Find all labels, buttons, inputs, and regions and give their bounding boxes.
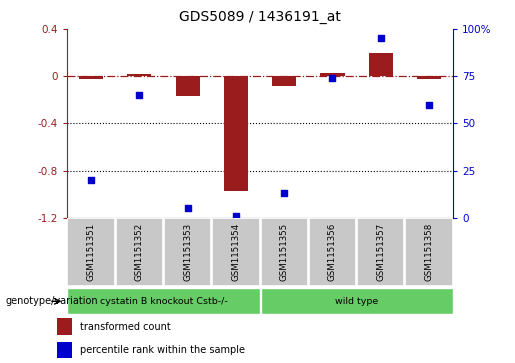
Point — [183, 205, 192, 211]
Text: cystatin B knockout Cstb-/-: cystatin B knockout Cstb-/- — [99, 297, 228, 306]
Bar — [67, 288, 260, 314]
Bar — [417, 76, 441, 78]
Text: genotype/variation: genotype/variation — [5, 296, 98, 306]
Text: GSM1151353: GSM1151353 — [183, 223, 192, 281]
Text: wild type: wild type — [335, 297, 378, 306]
Point — [87, 177, 95, 183]
Text: GSM1151358: GSM1151358 — [424, 223, 434, 281]
Text: GSM1151351: GSM1151351 — [87, 223, 96, 281]
Bar — [261, 219, 308, 286]
Point — [425, 102, 433, 107]
Bar — [79, 76, 103, 78]
Text: GSM1151356: GSM1151356 — [328, 223, 337, 281]
Bar — [127, 74, 151, 76]
Bar — [369, 53, 393, 76]
Text: GSM1151357: GSM1151357 — [376, 223, 385, 281]
Bar — [261, 288, 453, 314]
Bar — [405, 219, 453, 286]
Point — [135, 92, 144, 98]
Text: GSM1151354: GSM1151354 — [231, 223, 241, 281]
Text: GSM1151355: GSM1151355 — [280, 223, 289, 281]
Bar — [164, 219, 211, 286]
Bar — [116, 219, 163, 286]
Bar — [176, 76, 200, 96]
Bar — [57, 342, 72, 358]
Text: percentile rank within the sample: percentile rank within the sample — [80, 345, 245, 355]
Point — [329, 75, 337, 81]
Bar — [320, 73, 345, 76]
Point — [376, 36, 385, 41]
Bar — [357, 219, 404, 286]
Bar — [67, 219, 115, 286]
Text: transformed count: transformed count — [80, 322, 170, 332]
Bar — [272, 76, 296, 86]
Bar — [309, 219, 356, 286]
Title: GDS5089 / 1436191_at: GDS5089 / 1436191_at — [179, 10, 341, 24]
Bar — [212, 219, 260, 286]
Bar — [224, 76, 248, 191]
Bar — [57, 318, 72, 335]
Point — [232, 213, 240, 219]
Point — [280, 190, 288, 196]
Text: GSM1151352: GSM1151352 — [135, 223, 144, 281]
